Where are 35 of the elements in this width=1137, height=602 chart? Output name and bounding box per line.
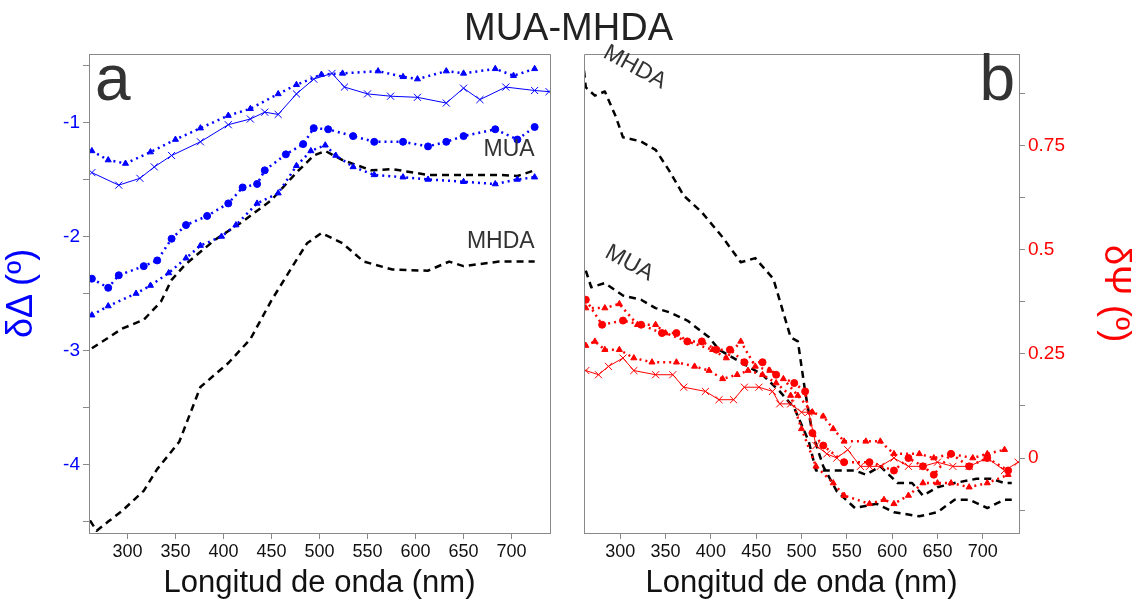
annotation: b	[979, 41, 1015, 114]
y-tick-label: -3	[63, 338, 80, 360]
x-tick-label: 650	[448, 540, 479, 561]
x-tick-label: 700	[967, 540, 998, 561]
x-tick-label: 450	[741, 540, 772, 561]
x-tick-label: 550	[831, 540, 862, 561]
x-tick-label: 550	[352, 540, 383, 561]
annotation: MUA	[601, 238, 660, 286]
x-tick-label: 300	[112, 540, 143, 561]
x-tick-label: 700	[496, 540, 527, 561]
y2-tick-label: 0.25	[1028, 342, 1065, 364]
y2-axis-title: δΨ (º)	[1097, 244, 1137, 343]
y-tick-label: -4	[63, 452, 81, 474]
x-tick-label: 300	[605, 540, 636, 561]
annotation: a	[95, 41, 131, 114]
x-tick-label: 500	[304, 540, 335, 561]
x-axis-title: Longitud de onda (nm)	[645, 563, 958, 599]
y-tick-label: -1	[63, 110, 80, 132]
annotation: MUA	[483, 135, 536, 162]
x-tick-label: 450	[256, 540, 287, 561]
x-tick-label: 400	[208, 540, 239, 561]
x-tick-label: 600	[400, 540, 431, 561]
x-tick-label: 650	[922, 540, 953, 561]
y2-tick-label: 0.5	[1028, 238, 1055, 259]
annotation: MHDA	[466, 226, 536, 253]
y2-tick-label: 0	[1028, 446, 1039, 468]
y-axis-title: δΔ (º)	[0, 248, 40, 339]
x-tick-label: 350	[160, 540, 191, 561]
x-tick-label: 400	[695, 540, 726, 561]
x-tick-label: 500	[786, 540, 817, 561]
x-tick-label: 350	[650, 540, 681, 561]
x-axis-title: Longitud de onda (nm)	[163, 563, 476, 599]
y-tick-label: -2	[63, 224, 80, 246]
y2-tick-label: 0.75	[1028, 133, 1065, 155]
x-tick-label: 600	[877, 540, 908, 561]
